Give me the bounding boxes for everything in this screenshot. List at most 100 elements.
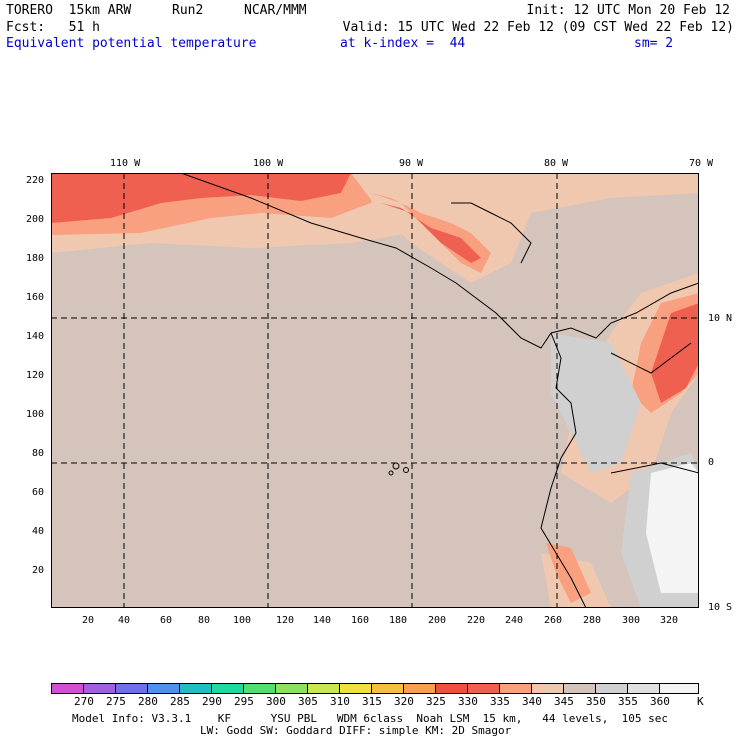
colorbar-cell xyxy=(563,683,596,694)
colorbar-label: 320 xyxy=(394,695,414,708)
lat-label-0: 0 xyxy=(708,457,715,468)
colorbar-cell xyxy=(211,683,244,694)
x-tick: 300 xyxy=(622,615,641,626)
colorbar-label: 325 xyxy=(426,695,446,708)
border-line-1 xyxy=(451,202,532,264)
field-name: Equivalent potential temperature xyxy=(6,36,257,51)
colorbar-label: 305 xyxy=(298,695,318,708)
lon-label-110w: 110 W xyxy=(110,158,141,169)
colorbar-cell xyxy=(435,683,468,694)
colorbar-cell xyxy=(403,683,436,694)
x-tick: 40 xyxy=(118,615,131,626)
x-tick: 200 xyxy=(428,615,447,626)
init-time: Init: 12 UTC Mon 20 Feb 12 xyxy=(526,3,731,18)
x-tick: 140 xyxy=(313,615,332,626)
colorbar-label: 340 xyxy=(522,695,542,708)
colorbar-label: 310 xyxy=(330,695,350,708)
x-tick: 60 xyxy=(160,615,173,626)
colorbar-label: 315 xyxy=(362,695,382,708)
colorbar-label: 275 xyxy=(106,695,126,708)
model-name: TORERO 15km ARW xyxy=(6,3,132,18)
colorbar-label: 355 xyxy=(618,695,638,708)
colorbar-cell xyxy=(179,683,212,694)
colorbar-cell xyxy=(339,683,372,694)
colorbar-cell xyxy=(243,683,276,694)
shading-white-south xyxy=(646,463,699,593)
physics-info: LW: Godd SW: Goddard DIFF: simple KM: 2D… xyxy=(200,724,512,737)
x-tick: 240 xyxy=(505,615,524,626)
x-tick: 20 xyxy=(82,615,95,626)
colorbar-label: 350 xyxy=(586,695,606,708)
colorbar-label: 280 xyxy=(138,695,158,708)
colorbar-cell xyxy=(467,683,500,694)
x-tick: 180 xyxy=(389,615,408,626)
lon-label-90w: 90 W xyxy=(399,158,424,169)
colorbar-cell xyxy=(371,683,404,694)
colorbar-cell xyxy=(499,683,532,694)
forecast-hour: Fcst: 51 h xyxy=(6,20,100,35)
lon-label-100w: 100 W xyxy=(253,158,284,169)
coast-south-america xyxy=(540,332,587,608)
colorbar-cell xyxy=(627,683,660,694)
colorbar-unit: K xyxy=(697,695,704,708)
colorbar-cell xyxy=(307,683,340,694)
colorbar-label: 295 xyxy=(234,695,254,708)
shading-east-peak xyxy=(651,303,699,403)
map-frame xyxy=(51,173,699,608)
field-shading xyxy=(51,173,699,608)
y-tick: 40 xyxy=(31,526,44,537)
map-plot xyxy=(51,173,699,608)
colorbar-label: 330 xyxy=(458,695,478,708)
lon-label-70w: 70 W xyxy=(689,158,714,169)
y-tick: 140 xyxy=(25,331,44,342)
graticule xyxy=(51,173,699,608)
colorbar-cell xyxy=(83,683,116,694)
colorbar-label: 270 xyxy=(74,695,94,708)
run-label: Run2 xyxy=(172,3,204,18)
coast-central-america xyxy=(180,173,699,349)
colorbar-label: 335 xyxy=(490,695,510,708)
colorbar-label: 285 xyxy=(170,695,190,708)
colorbar-label: 360 xyxy=(650,695,670,708)
y-tick: 80 xyxy=(31,448,44,459)
colorbar-cell xyxy=(659,683,699,694)
valid-time: Valid: 15 UTC Wed 22 Feb 12 (09 CST Wed … xyxy=(342,20,734,35)
shading-central-america-peak xyxy=(381,203,481,263)
x-tick: 100 xyxy=(233,615,252,626)
x-tick: 320 xyxy=(660,615,679,626)
y-tick: 20 xyxy=(31,565,44,576)
y-tick: 220 xyxy=(25,175,44,186)
colorbar-label: 345 xyxy=(554,695,574,708)
x-tick: 220 xyxy=(467,615,486,626)
y-tick: 120 xyxy=(25,370,44,381)
island xyxy=(403,467,409,473)
shading-band-north-3 xyxy=(51,173,351,223)
smoothing-label: sm= 2 xyxy=(634,36,674,51)
model-info: Model Info: V3.3.1 KF YSU PBL WDM 6class… xyxy=(72,712,669,725)
y-tick: 160 xyxy=(25,292,44,303)
island xyxy=(388,470,394,476)
y-tick: 100 xyxy=(25,409,44,420)
colorbar-cell xyxy=(531,683,564,694)
colorbar-cell xyxy=(275,683,308,694)
x-tick: 260 xyxy=(544,615,563,626)
colorbar-cell xyxy=(115,683,148,694)
org-label: NCAR/MMM xyxy=(244,3,307,18)
y-tick: 60 xyxy=(31,487,44,498)
colorbar-cell xyxy=(147,683,180,694)
lat-label-10s: 10 S xyxy=(708,602,733,613)
level-label: at k-index = 44 xyxy=(340,36,466,51)
border-line-2 xyxy=(610,342,692,374)
colorbar-cell xyxy=(51,683,84,694)
x-tick: 160 xyxy=(351,615,370,626)
colorbar-label: 300 xyxy=(266,695,286,708)
coastlines xyxy=(180,173,699,608)
x-tick: 80 xyxy=(198,615,211,626)
lat-label-10n: 10 N xyxy=(708,313,733,324)
shading-central-america-light xyxy=(351,173,699,283)
colorbar-label: 290 xyxy=(202,695,222,708)
colorbar-cell xyxy=(595,683,628,694)
lon-label-80w: 80 W xyxy=(544,158,569,169)
y-tick: 200 xyxy=(25,214,44,225)
x-tick: 120 xyxy=(276,615,295,626)
